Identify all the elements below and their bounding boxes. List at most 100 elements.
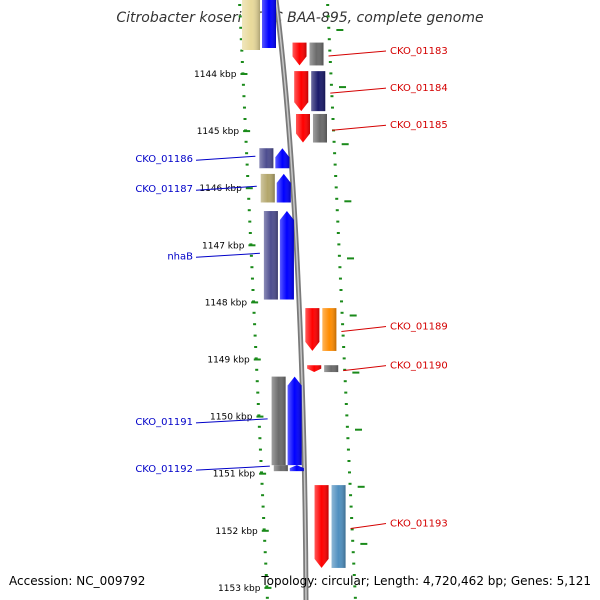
kbp-ruler: 1144 kbp 1145 kbp 1146 kbp 1147 kbp 1148 kbp… <box>194 70 272 594</box>
outer-minor-tick <box>337 254 341 257</box>
cog-block-left-shade <box>271 376 286 466</box>
inner-minor-tick <box>247 209 251 212</box>
outer-minor-tick <box>334 175 338 177</box>
gene-label-left: CKO_01187 <box>135 184 193 195</box>
gene-label-left: CKO_01191 <box>135 417 193 428</box>
gene-label-right: CKO_01183 <box>390 46 448 57</box>
outer-minor-tick <box>326 15 330 18</box>
ruler-label: 1148 kbp <box>205 298 248 308</box>
ruler-major-tick <box>253 358 261 361</box>
outer-major-tick <box>336 29 344 31</box>
ruler-label: 1153 kbp <box>218 584 261 594</box>
inner-minor-tick <box>243 118 247 120</box>
outer-minor-tick <box>350 517 354 519</box>
inner-minor-tick <box>238 4 242 6</box>
gene-label-leader <box>195 155 256 161</box>
outer-minor-tick <box>328 61 332 63</box>
inner-minor-tick <box>254 346 258 348</box>
inner-minor-tick <box>257 414 261 417</box>
inner-minor-tick <box>247 197 251 200</box>
outer-major-tick <box>347 257 355 260</box>
outer-minor-tick <box>333 163 337 166</box>
cog-block-left-shade <box>263 211 278 300</box>
outer-minor-tick <box>353 596 357 599</box>
inner-minor-tick <box>264 562 268 565</box>
cds-forward-arrow-shade <box>287 376 302 466</box>
outer-minor-tick <box>331 118 335 120</box>
inner-minor-tick <box>239 38 243 41</box>
outer-minor-tick <box>337 243 341 246</box>
inner-minor-tick <box>253 323 257 326</box>
outer-minor-tick <box>343 380 347 383</box>
gene-label-right: CKO_01193 <box>390 519 448 530</box>
inner-minor-tick <box>240 61 244 63</box>
inner-minor-tick <box>261 505 265 508</box>
outer-minor-tick <box>327 26 331 29</box>
cog-block-left-shade <box>259 148 274 169</box>
gene-label-leader <box>343 365 387 372</box>
cds-forward-arrow-shade <box>289 465 304 472</box>
inner-minor-tick <box>260 482 264 485</box>
ruler-label: 1151 kbp <box>213 470 256 480</box>
outer-minor-tick <box>339 289 343 291</box>
outer-minor-tick <box>333 152 337 155</box>
inner-minor-tick <box>261 494 265 497</box>
accession-text: Accession: NC_009792 <box>9 574 146 588</box>
ruler-label: 1152 kbp <box>215 527 258 537</box>
ruler-label: 1145 kbp <box>197 127 240 137</box>
ruler-major-tick <box>259 472 267 475</box>
left-gene-features: CKO_01186 CKO_01187 nhaB CKO_01191 CKO_01192 <box>135 148 304 475</box>
ruler-major-tick <box>251 301 259 304</box>
outer-minor-tick <box>345 414 349 417</box>
outer-minor-tick <box>351 551 355 554</box>
outer-minor-tick <box>350 528 354 531</box>
outer-tick-track <box>326 4 368 599</box>
topology-summary: Topology: circular; Length: 4,720,462 bp… <box>261 574 591 588</box>
inner-minor-tick <box>241 83 245 86</box>
inner-minor-tick <box>263 539 267 542</box>
outer-minor-tick <box>353 585 357 588</box>
inner-minor-tick <box>253 334 257 337</box>
inner-minor-tick <box>259 460 263 462</box>
inner-minor-tick <box>238 15 242 18</box>
cds-forward-arrow-shade <box>276 173 291 203</box>
outer-minor-tick <box>338 266 342 269</box>
outer-minor-tick <box>347 471 351 474</box>
outer-major-tick <box>352 371 360 374</box>
gene-label-leader <box>195 418 268 424</box>
gene-label-leader <box>350 523 387 530</box>
inner-minor-tick <box>248 232 252 234</box>
gene-label-leader <box>328 50 387 57</box>
cds-reverse-arrow-shade <box>294 71 309 112</box>
outer-minor-tick <box>329 72 333 75</box>
outer-minor-tick <box>343 368 347 371</box>
outer-major-tick <box>341 143 349 146</box>
inner-minor-tick <box>239 26 243 29</box>
ruler-label: 1149 kbp <box>207 356 250 366</box>
inner-minor-tick <box>257 425 261 428</box>
inner-minor-tick <box>242 106 246 109</box>
outer-minor-tick <box>349 505 353 508</box>
map-title: Citrobacter koseri ATCC BAA-895, complet… <box>116 10 484 26</box>
outer-minor-tick <box>342 357 346 360</box>
right-gene-features: CKO_01183 CKO_01184 CKO_01185 CKO_01189 CKO_… <box>292 42 448 568</box>
inner-minor-tick <box>251 289 255 291</box>
ruler-major-tick <box>243 130 251 133</box>
inner-minor-tick <box>259 471 263 474</box>
outer-minor-tick <box>328 49 332 52</box>
outer-minor-tick <box>349 494 353 497</box>
gene-label-right: CKO_01189 <box>390 322 448 333</box>
cds-reverse-arrow-shade <box>307 365 322 373</box>
outer-minor-tick <box>347 460 351 462</box>
cds-reverse-arrow-shade <box>295 113 310 143</box>
outer-minor-tick <box>352 562 356 565</box>
inner-minor-tick <box>254 357 258 360</box>
ruler-label: 1147 kbp <box>202 241 245 251</box>
inner-minor-tick <box>245 152 249 155</box>
cog-block-right-shade <box>322 308 337 351</box>
outer-minor-tick <box>329 83 333 86</box>
genome-backbone-highlight <box>275 0 307 600</box>
ruler-label: 1150 kbp <box>210 413 253 423</box>
cog-block-left-shade <box>260 173 275 203</box>
